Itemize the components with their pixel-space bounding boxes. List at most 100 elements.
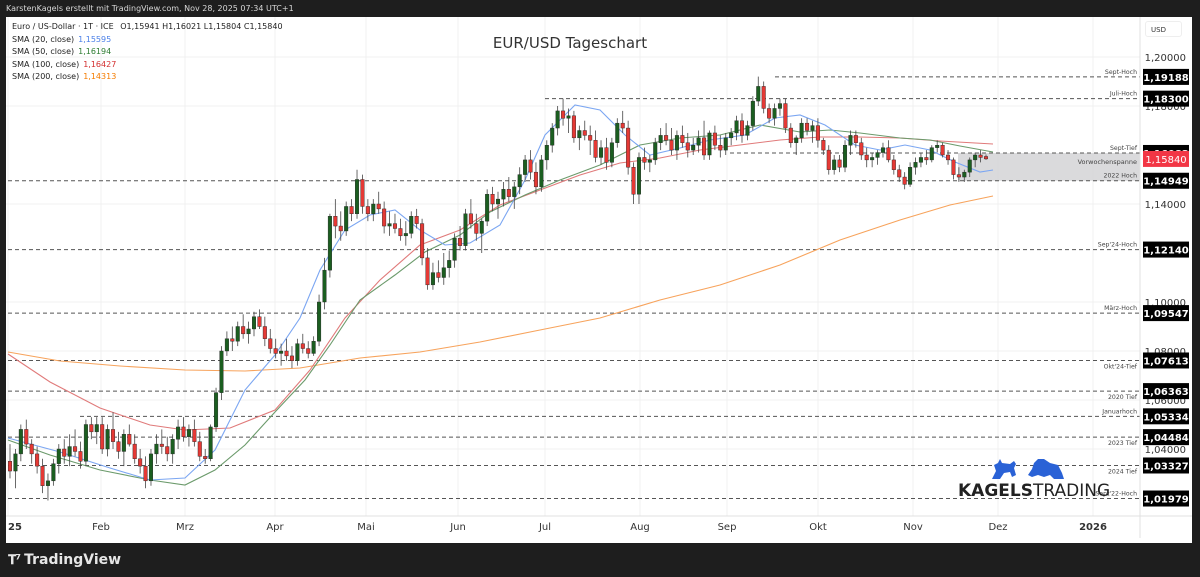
tradingview-logo[interactable]: 𝐓⁷ TradingView — [8, 552, 121, 568]
sma20-line — [7, 104, 994, 481]
indicator-sma20[interactable]: SMA (20, close) 1,15595 — [12, 34, 287, 47]
indicator-label: SMA (100, close) — [12, 59, 80, 69]
x-tick-label: 2026 — [1079, 522, 1107, 533]
currency-label[interactable]: USD — [1145, 21, 1182, 37]
x-tick-label: Jun — [449, 522, 466, 533]
price-badge-text: 1,18300 — [1143, 95, 1189, 106]
candle — [279, 343, 284, 366]
candle — [533, 162, 538, 195]
candle-body — [159, 443, 164, 447]
candle-body — [327, 216, 332, 271]
candle-body — [539, 159, 544, 188]
candle-body — [956, 174, 961, 178]
candle-body — [490, 193, 495, 205]
candle — [148, 449, 153, 486]
candle — [805, 118, 810, 136]
candle — [116, 431, 121, 459]
candle-body — [344, 206, 349, 232]
candle — [723, 132, 728, 155]
candle — [241, 314, 246, 339]
candle-body — [35, 453, 40, 467]
candle — [409, 211, 414, 239]
candle-body — [566, 115, 571, 119]
candle-body — [794, 137, 799, 143]
candle — [78, 441, 83, 469]
y-tick-label: 1,14000 — [1145, 200, 1186, 211]
candle — [235, 321, 240, 347]
candle-body — [951, 159, 956, 175]
candle — [593, 130, 598, 163]
candle-body — [880, 147, 885, 153]
candle — [338, 211, 343, 241]
x-tick-label: Mai — [357, 522, 375, 533]
candle-body — [729, 132, 734, 139]
candle — [664, 123, 669, 146]
tradingview-wordmark: TradingView — [24, 552, 122, 568]
indicator-value: 1,15595 — [78, 34, 112, 44]
candle — [929, 145, 934, 163]
candle-body — [414, 216, 419, 224]
candle — [599, 140, 604, 165]
indicator-sma200[interactable]: SMA (200, close) 1,14313 — [12, 71, 287, 84]
candle — [181, 417, 186, 442]
price-badge — [1143, 490, 1189, 507]
candle-body — [691, 144, 696, 151]
candle — [815, 118, 820, 148]
candle — [826, 145, 831, 175]
candle-body — [561, 110, 566, 119]
candle — [246, 321, 251, 344]
candle-body — [973, 154, 978, 161]
candle — [891, 155, 896, 175]
candle-body — [458, 238, 463, 246]
candle-body — [241, 326, 246, 335]
candle — [680, 125, 685, 148]
indicator-value: 1,16427 — [83, 59, 117, 69]
x-tick-label: Nov — [903, 522, 923, 533]
attribution-bar: KarstenKagels erstellt mit TradingView.c… — [0, 0, 1200, 17]
candle-body — [891, 159, 896, 170]
candle — [452, 233, 457, 268]
brand-trading: TRADING — [1032, 481, 1111, 501]
candle — [306, 341, 311, 359]
candle — [268, 328, 273, 354]
price-badge — [1143, 352, 1189, 369]
candle-body — [544, 144, 549, 161]
candle — [463, 208, 468, 251]
chart-frame[interactable] — [6, 17, 1192, 543]
candle — [843, 140, 848, 173]
candle-body — [647, 159, 652, 163]
candle — [794, 135, 799, 155]
candle-body — [165, 446, 170, 455]
candle-body — [924, 157, 929, 161]
candle-body — [826, 149, 831, 170]
candle — [615, 118, 620, 148]
candle — [636, 152, 641, 204]
candle — [604, 137, 609, 170]
candle — [561, 98, 566, 126]
sma200-line — [7, 195, 994, 372]
candle — [707, 130, 712, 160]
candle-body — [224, 338, 229, 352]
candle — [626, 120, 631, 175]
level-label: 2024 Tief — [1108, 468, 1138, 475]
candle — [517, 167, 522, 195]
x-tick-label: 25 — [8, 522, 22, 533]
candle-body — [571, 115, 576, 139]
candle-body — [940, 144, 945, 156]
indicator-sma100[interactable]: SMA (100, close) 1,16427 — [12, 59, 287, 72]
candle — [897, 164, 902, 182]
indicator-sma50[interactable]: SMA (50, close) 1,16194 — [12, 46, 287, 59]
candle — [24, 419, 29, 449]
candle-body — [512, 186, 517, 197]
candle — [691, 137, 696, 155]
candle — [186, 424, 191, 447]
candle — [355, 169, 360, 219]
candle-body — [322, 269, 327, 303]
y-tick-label: 1,06000 — [1145, 396, 1186, 407]
candle — [956, 167, 961, 182]
candle-body — [946, 154, 951, 161]
candle — [864, 147, 869, 168]
symbol-row[interactable]: Euro / US-Dollar · 1T · ICE O1,15941 H1,… — [12, 21, 287, 34]
current-price-text: 1,15840 — [1145, 155, 1186, 166]
